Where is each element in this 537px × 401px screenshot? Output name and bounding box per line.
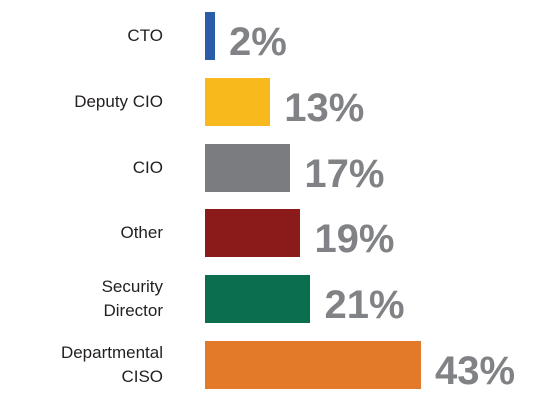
bar	[205, 12, 216, 60]
bar	[205, 77, 271, 126]
value-label: 43%	[435, 349, 516, 393]
value-label: 19%	[314, 217, 395, 262]
value-label: 21%	[324, 283, 405, 328]
value-label: 13%	[284, 85, 365, 130]
category-label: Security Director	[101, 277, 163, 321]
category-label: Deputy CIO	[74, 91, 163, 111]
value-label: 17%	[304, 151, 385, 196]
bar	[205, 143, 291, 192]
value-label: 2%	[229, 20, 287, 64]
category-label: Departmental CISO	[60, 343, 163, 386]
category-label: CTO	[127, 26, 163, 45]
bar	[205, 341, 421, 389]
bar	[205, 209, 301, 258]
category-label: CIO	[132, 157, 163, 177]
bar	[205, 275, 311, 324]
category-label: Other	[120, 223, 163, 243]
